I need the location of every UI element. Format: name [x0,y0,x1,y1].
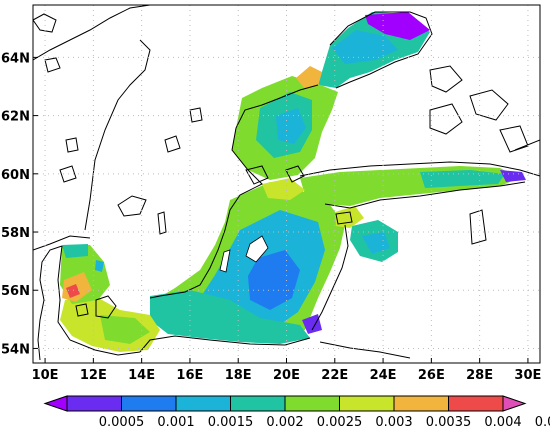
colorbar: 0.0005 0.001 0.0015 0.002 0.0025 0.003 0.0035 0… [43,395,550,430]
norway-south-coast [33,235,91,251]
gulf-of-riga-core [362,232,390,254]
colorbar-bin [175,395,231,412]
colorbar-bin-high [502,395,527,412]
lon-tick-label: 18E [225,368,252,383]
lake-vattern [157,211,167,235]
gotland-island [245,235,269,263]
kattegat-red [66,284,80,298]
colorbar-label: 0.001 [157,415,194,430]
bothnian-bay-mid [332,30,398,64]
colorbar-label: 0.004 [484,415,521,430]
lat-tick-label: 58N [1,226,30,241]
lon-tick-label: 10E [32,368,59,383]
lon-tick-label: 26E [418,368,445,383]
colorbar-bin [66,395,122,412]
gulf-of-gdansk [302,314,322,334]
gulf-of-finland-east [420,170,505,188]
lake-peipus [469,209,487,245]
aland-islands [285,165,305,183]
estonian-coast-hot [335,206,364,228]
scandinavian-border [84,39,151,231]
colorbar-label: 0.0025 [317,415,363,430]
colorbar-label: 0.0015 [208,415,254,430]
colorbar-label: 0.002 [266,415,303,430]
estonia-islands [335,211,353,225]
oland-island [219,249,231,273]
funen-island [75,303,89,317]
lat-tick-label: 54N [1,342,30,357]
sweden-lake-2 [189,107,203,123]
finnish-lakes-2 [469,89,509,121]
lat-tick-label: 64N [1,51,30,66]
colorbar-label: 0.0005 [99,415,145,430]
lon-tick-label: 20E [273,368,300,383]
lat-tick-label: 60N [1,168,30,183]
colorbar-bin [230,395,286,412]
sound-blue [95,260,104,272]
norway-lakes [59,165,77,183]
norway-lakes-2 [65,137,79,153]
colorbar-bin [393,395,449,412]
jutland-west [37,245,63,361]
lon-tick-label: 24E [370,368,397,383]
finland-coast [329,11,433,89]
finnish-lakes-1 [429,65,463,93]
estonia-coast [324,181,526,209]
poland-coast [139,335,311,353]
coastline-layer [33,5,540,361]
finnish-lakes-4 [499,125,529,153]
colorbar-bin [339,395,395,412]
finland-south-coast [299,161,540,177]
colorbar-bin [284,395,340,412]
swedish-archipelago [245,165,269,185]
lat-tick-label: 62N [1,110,30,125]
norway-fjord-2 [44,57,61,73]
skagerrak-edge [62,244,88,258]
latvia-lithuania-coast [311,224,349,331]
zealand-island [95,295,117,319]
germany-denmark-coast [57,245,141,356]
western-baltic-core [100,315,150,344]
lon-tick-label: 14E [128,368,155,383]
lon-tick-label: 22E [321,368,348,383]
kvarken-hotspot [296,66,322,88]
lake-vanern [117,195,147,217]
lon-tick-label: 12E [80,368,107,383]
norway-sweden-coast [33,5,151,61]
sweden-east-coast [149,84,319,299]
lon-tick-label: 30E [514,368,541,383]
lon-tick-label: 28E [466,368,493,383]
gulf-of-finland-tip [500,170,526,182]
aland-sea [262,178,305,200]
russia-border [319,341,411,359]
colorbar-label: 0.003 [375,415,412,430]
sea-field-layer [60,12,526,352]
colorbar-bin [121,395,177,412]
bothnian-bay-north-low [365,12,430,40]
lon-tick-label: 16E [176,368,203,383]
lat-tick-label: 56N [1,284,30,299]
finnish-lakes-3 [429,103,463,135]
bothnian-sea-inner [276,108,306,144]
sweden-lake [164,135,181,153]
longitude-axis: 10E 12E 14E 16E 18E 20E 22E 24E 26E 28E 30E [32,358,541,383]
colorbar-bin [448,395,504,412]
colorbar-label: 0.0045 [535,415,550,430]
colorbar-bin-low [43,395,68,412]
colorbar-label: 0.0035 [426,415,472,430]
latitude-axis: 54N 56N 58N 60N 62N 64N [1,51,38,357]
norway-coast-fjords [33,13,57,33]
